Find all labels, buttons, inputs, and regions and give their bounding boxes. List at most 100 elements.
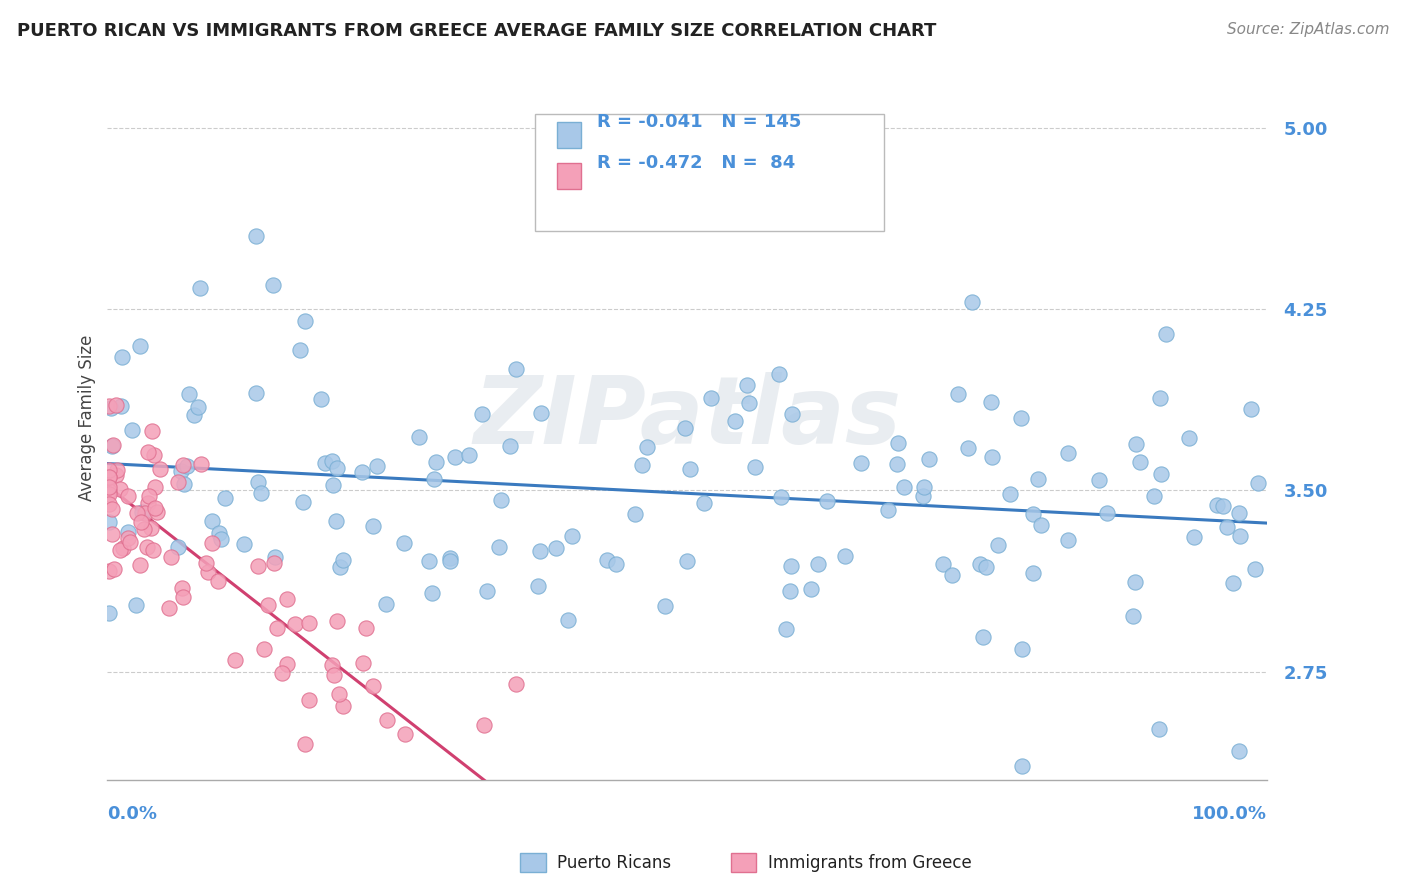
Point <box>423 472 446 486</box>
Point <box>678 461 700 475</box>
Point <box>1222 576 1244 591</box>
Point <box>1149 392 1171 406</box>
Point <box>149 462 172 476</box>
Point <box>142 542 165 557</box>
Point <box>195 556 218 570</box>
Point <box>1122 609 1144 624</box>
Point <box>530 406 553 420</box>
Point <box>420 586 443 600</box>
Point <box>654 599 676 613</box>
Point <box>271 665 294 680</box>
Point <box>117 531 139 545</box>
Point <box>1057 533 1080 547</box>
Point <box>350 465 373 479</box>
Point <box>1229 528 1251 542</box>
Point <box>974 560 997 574</box>
Point <box>136 444 159 458</box>
Point <box>361 679 384 693</box>
Point <box>190 457 212 471</box>
Point <box>100 439 122 453</box>
Point <box>527 579 550 593</box>
Point <box>173 477 195 491</box>
Point <box>738 396 761 410</box>
Point <box>1147 722 1170 736</box>
Point <box>911 489 934 503</box>
Point <box>1022 566 1045 580</box>
Point <box>1123 574 1146 589</box>
Point <box>779 559 801 574</box>
Point <box>322 668 344 682</box>
Point <box>1031 517 1053 532</box>
Point <box>172 581 194 595</box>
Point <box>332 698 354 713</box>
Point <box>673 421 696 435</box>
Point <box>699 391 721 405</box>
Point <box>1057 446 1080 460</box>
Point <box>134 522 156 536</box>
Point <box>134 506 156 520</box>
Point <box>314 456 336 470</box>
Point <box>100 401 122 416</box>
Point <box>245 386 267 401</box>
Point <box>97 470 120 484</box>
Point <box>1212 499 1234 513</box>
Point <box>779 584 801 599</box>
Point <box>392 536 415 550</box>
Point <box>117 489 139 503</box>
Point <box>98 606 121 620</box>
Point <box>1010 411 1032 425</box>
Point <box>284 617 307 632</box>
Point <box>529 544 551 558</box>
Point <box>172 590 194 604</box>
Point <box>294 737 316 751</box>
Point <box>471 407 494 421</box>
Point <box>560 828 582 842</box>
Point <box>121 423 143 437</box>
Point <box>141 424 163 438</box>
Point <box>157 601 180 615</box>
Point <box>918 451 941 466</box>
Point <box>266 621 288 635</box>
Point <box>252 642 274 657</box>
Point <box>1125 436 1147 450</box>
Point <box>160 549 183 564</box>
Point <box>375 713 398 727</box>
Point <box>328 687 350 701</box>
Point <box>201 514 224 528</box>
Point <box>893 480 915 494</box>
Point <box>1011 642 1033 657</box>
Point <box>276 657 298 671</box>
Point <box>143 500 166 515</box>
Point <box>111 541 134 556</box>
Point <box>474 718 496 732</box>
Point <box>288 343 311 358</box>
Point <box>636 440 658 454</box>
Point <box>176 459 198 474</box>
Point <box>987 538 1010 552</box>
Point <box>366 459 388 474</box>
Point <box>1229 744 1251 758</box>
Point <box>129 515 152 529</box>
Point <box>103 562 125 576</box>
Point <box>208 525 231 540</box>
Point <box>439 551 461 566</box>
Point <box>1240 402 1263 417</box>
Point <box>946 387 969 401</box>
Point <box>352 656 374 670</box>
Point <box>97 399 120 413</box>
Point <box>780 407 803 421</box>
Point <box>505 677 527 691</box>
Point <box>246 475 269 490</box>
Point <box>127 506 149 520</box>
Text: ZIPatlas: ZIPatlas <box>474 372 901 464</box>
Point <box>1011 759 1033 773</box>
Point <box>489 492 512 507</box>
Point <box>1182 530 1205 544</box>
Point <box>325 614 347 628</box>
Point <box>263 556 285 570</box>
Point <box>800 582 823 597</box>
Point <box>676 554 699 568</box>
Point <box>624 507 647 521</box>
Point <box>129 339 152 353</box>
Point <box>105 463 128 477</box>
